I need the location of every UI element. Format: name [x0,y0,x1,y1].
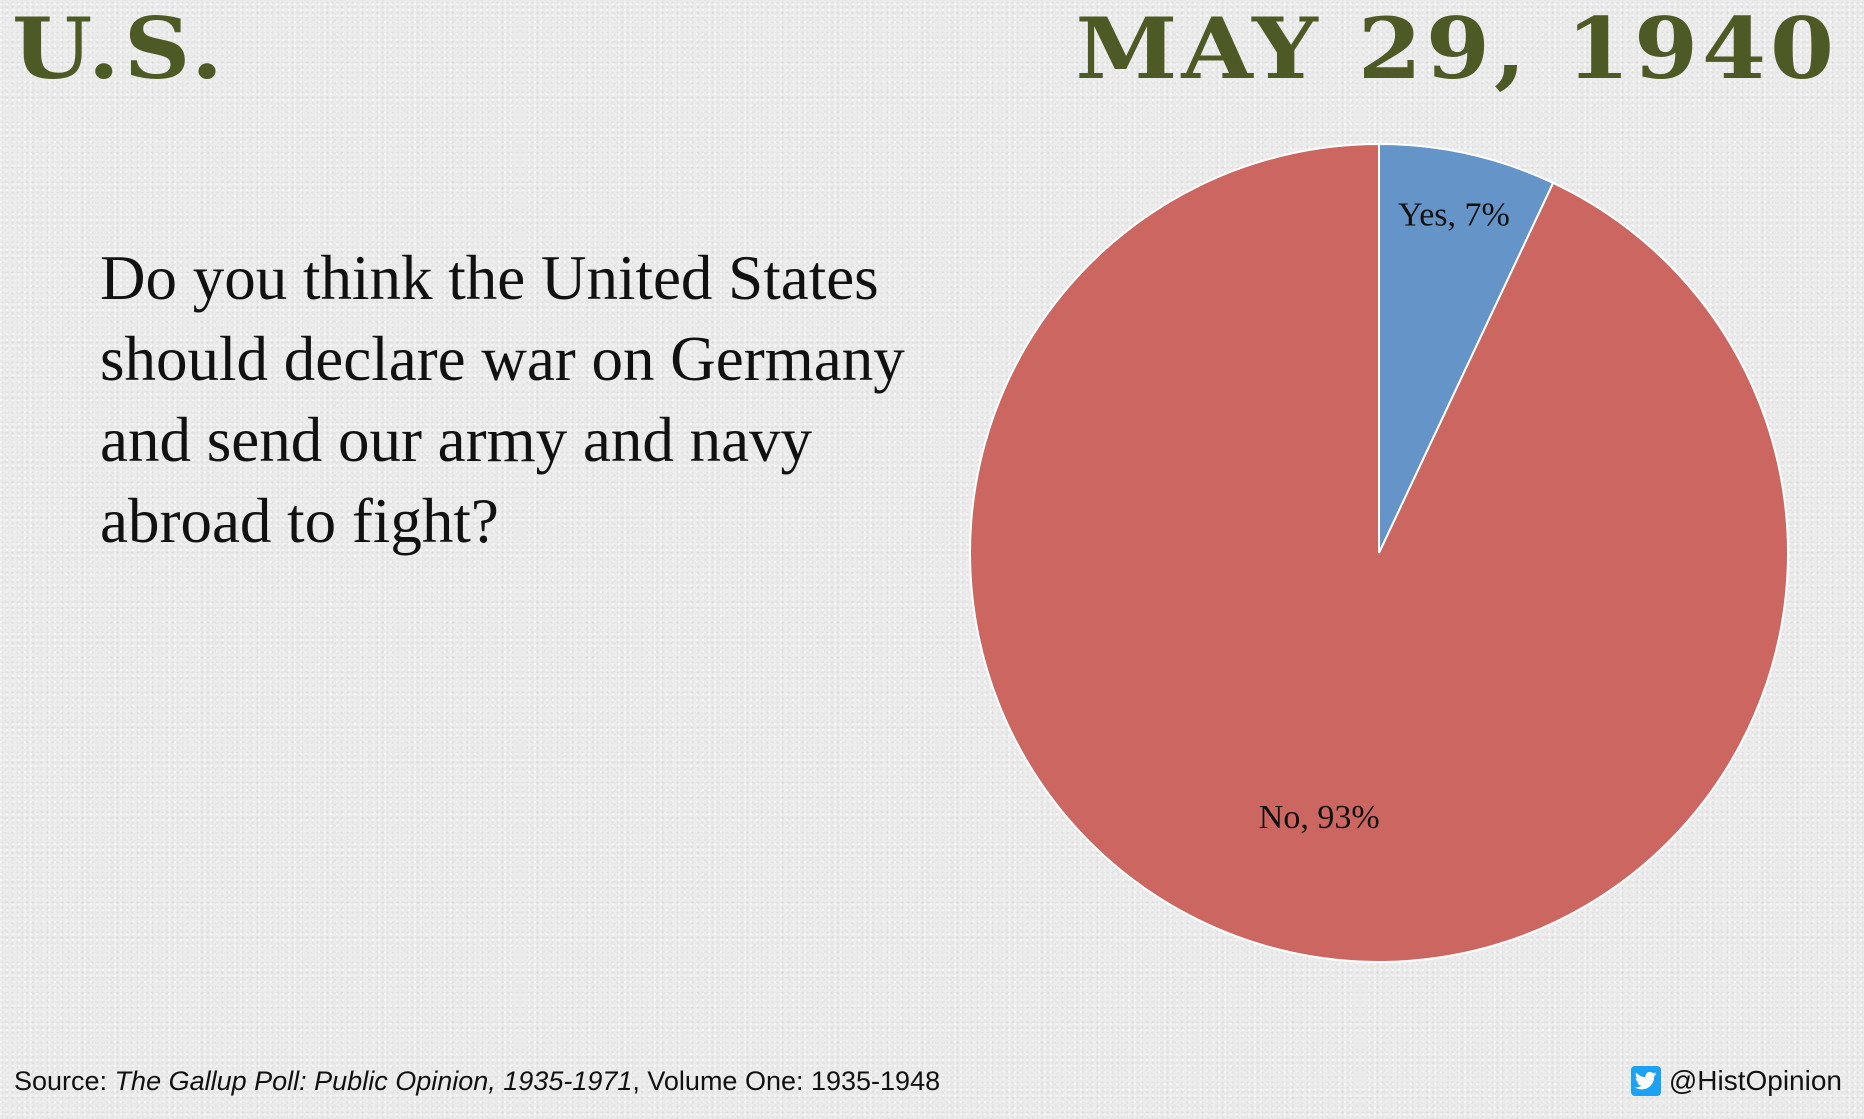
pie-slice-no [969,142,1789,963]
source-prefix: Source: [14,1066,115,1096]
region-heading: U.S. [12,0,228,99]
source-rest: , Volume One: 1935-1948 [632,1066,941,1096]
twitter-bird-icon [1630,1066,1661,1096]
twitter-handle[interactable]: @HistOpinion [1630,1064,1842,1098]
source-citation: Source: The Gallup Poll: Public Opinion,… [14,1066,940,1097]
date-heading: MAY 29, 1940 [1075,0,1838,99]
source-title: The Gallup Poll: Public Opinion, 1935-19… [114,1066,633,1096]
pie-slice-yes [1378,142,1555,554]
handle-text: @HistOpinion [1668,1065,1842,1096]
pie-label-yes: Yes, 7% [1398,197,1510,234]
pie-label-no: No, 93% [1259,799,1380,836]
poll-question: Do you think the United States should de… [100,243,905,556]
